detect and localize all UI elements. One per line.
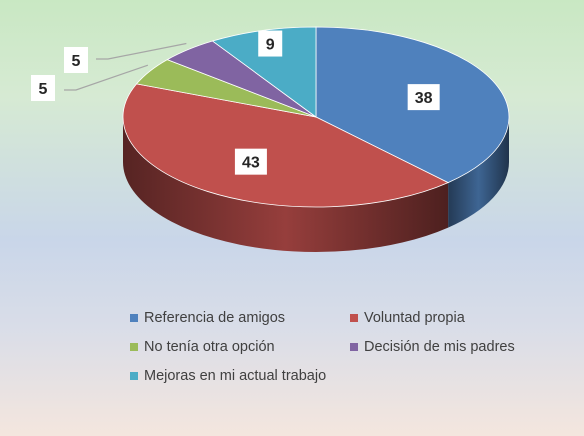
svg-text:9: 9 (266, 37, 275, 54)
data-label-4: 9 (258, 30, 283, 57)
pie-side-0 (448, 117, 509, 228)
leader-line-3 (96, 42, 187, 60)
pie-side-1 (123, 117, 449, 252)
legend-swatch-teal-icon (130, 372, 138, 380)
legend-item-voluntad: Voluntad propia (350, 308, 550, 328)
pie-slice-1 (122, 83, 450, 208)
legend-item-padres: Decisión de mis padres (350, 337, 550, 357)
leader-line-2 (64, 64, 149, 91)
legend-label: No tenía otra opción (144, 339, 275, 355)
legend-swatch-purple-icon (350, 343, 358, 351)
svg-text:5: 5 (72, 53, 81, 70)
pie-chart: 38 43 9 5 5 (31, 27, 509, 252)
data-label-1: 43 (234, 148, 267, 175)
data-label-3: 5 (64, 47, 88, 73)
legend-swatch-red-icon (350, 314, 358, 322)
legend-label: Decisión de mis padres (364, 339, 515, 355)
legend-label: Mejoras en mi actual trabajo (144, 368, 327, 384)
legend-item-mejoras: Mejoras en mi actual trabajo (130, 366, 350, 386)
data-label-2: 5 (31, 75, 55, 101)
legend-item-no-tenia: No tenía otra opción (130, 337, 350, 357)
svg-text:38: 38 (415, 90, 433, 107)
svg-text:5: 5 (39, 81, 48, 98)
legend-item-referencia: Referencia de amigos (130, 308, 350, 328)
svg-text:43: 43 (242, 155, 260, 172)
legend-swatch-green-icon (130, 343, 138, 351)
legend-label: Referencia de amigos (144, 310, 286, 326)
legend-label: Voluntad propia (364, 310, 465, 326)
legend: Referencia de amigos Voluntad propia No … (130, 308, 550, 386)
data-label-0: 38 (407, 84, 440, 111)
legend-swatch-blue-icon (130, 314, 138, 322)
